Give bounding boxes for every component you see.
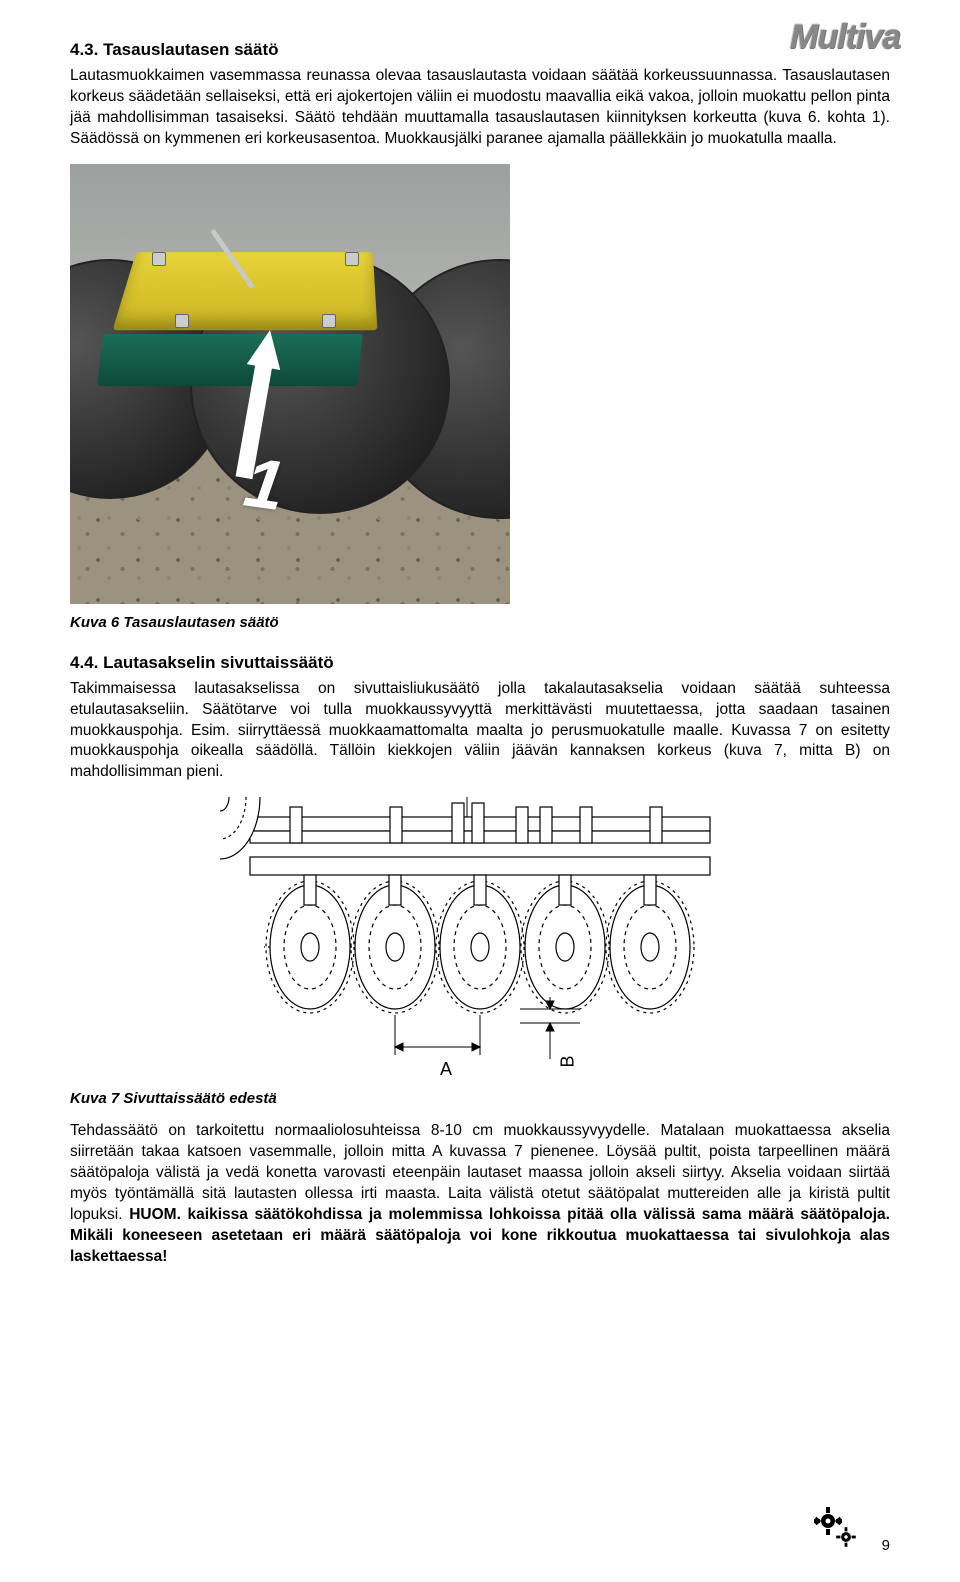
figure-7-image: A B: [220, 797, 740, 1082]
figure-6-caption: Kuva 6 Tasauslautasen säätö: [70, 614, 890, 631]
closing-paragraph-bold: HUOM. kaikissa säätökohdissa ja molemmis…: [70, 1206, 890, 1265]
brand-logo: Multiva: [790, 18, 900, 57]
figure-7-label-a: A: [440, 1059, 452, 1080]
figure-7-label-b: B: [558, 1056, 579, 1068]
gears-icon: [810, 1505, 860, 1554]
section-4-3-title: 4.3. Tasauslautasen säätö: [70, 40, 890, 60]
section-4-3-body: Lautasmuokkaimen vasemmassa reunassa ole…: [70, 66, 890, 150]
figure-6-image: 1: [70, 164, 510, 604]
page-number: 9: [882, 1537, 890, 1554]
figure-7-caption: Kuva 7 Sivuttaissäätö edestä: [70, 1090, 890, 1107]
section-4-4-title: 4.4. Lautasakselin sivuttaissäätö: [70, 653, 890, 673]
section-4-4-body: Takimmaisessa lautasakselissa on sivutta…: [70, 679, 890, 784]
closing-paragraph: Tehdassäätö on tarkoitettu normaaliolosu…: [70, 1121, 890, 1267]
